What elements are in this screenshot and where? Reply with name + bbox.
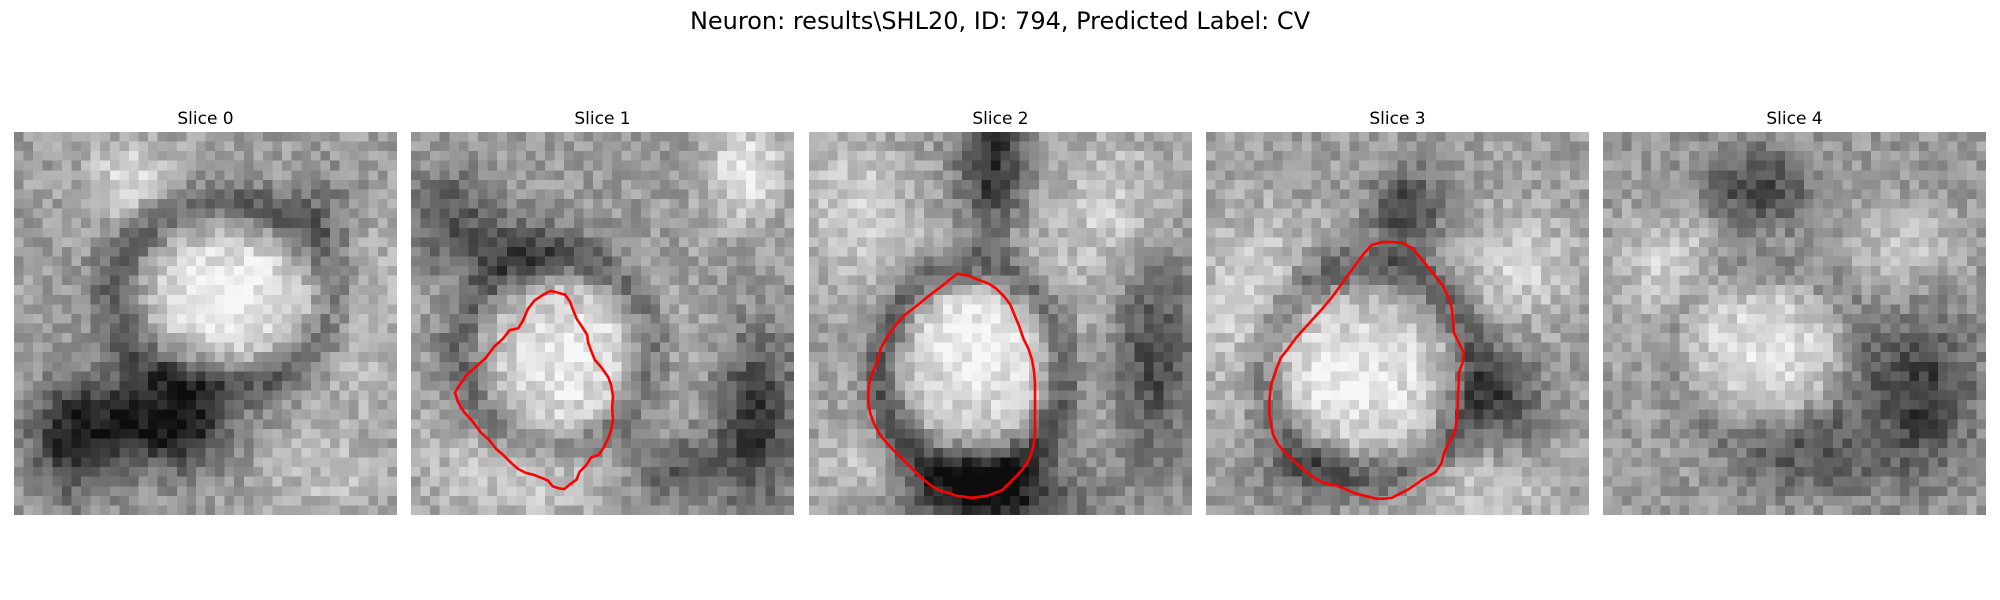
figure-title: Neuron: results\SHL20, ID: 794, Predicte… [689,7,1311,35]
slice-title: Slice 0 [177,109,234,129]
slice-panel-1: Slice 1 [411,108,794,515]
slice-image [1603,132,1986,515]
slice-pixels [1206,132,1589,515]
slice-image [1206,132,1589,515]
slice-pixels [1603,132,1986,515]
slice-image [411,132,794,515]
slice-title: Slice 1 [574,109,631,129]
slice-panel-0: Slice 0 [14,108,397,515]
slice-pixels [809,132,1192,515]
slice-title: Slice 4 [1766,109,1823,129]
slice-panel-4: Slice 4 [1603,108,1986,515]
slice-image [14,132,397,515]
slice-pixels [411,132,794,515]
slice-panel-2: Slice 2 [809,108,1192,515]
slice-panel-3: Slice 3 [1206,108,1589,515]
slice-title: Slice 3 [1369,109,1426,129]
segmentation-contour [1267,240,1465,501]
slice-title: Slice 2 [972,109,1029,129]
slice-image [809,132,1192,515]
slice-pixels [14,132,397,515]
segmentation-contour [453,289,615,491]
segmentation-contour [867,272,1037,500]
